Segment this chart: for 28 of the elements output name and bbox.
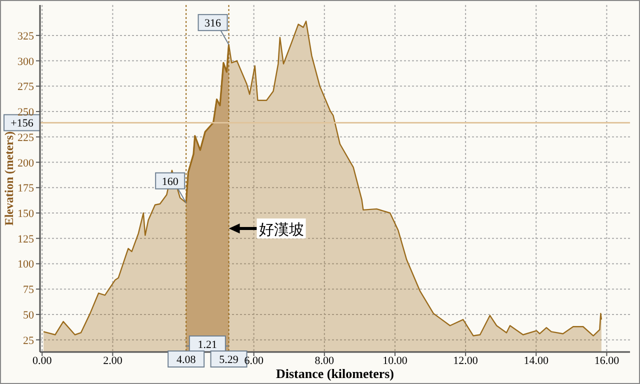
annotation: 好漢坡 bbox=[258, 220, 304, 238]
annotation: 316 bbox=[204, 18, 222, 30]
annotation: 1.21 bbox=[198, 339, 218, 351]
x-tick-label: 5.29 bbox=[219, 354, 239, 366]
x-tick-label: 14.00 bbox=[524, 355, 550, 367]
y-tick-label: 100 bbox=[18, 258, 34, 271]
y-tick-label: 50 bbox=[23, 309, 34, 322]
x-tick-label: 12.00 bbox=[453, 355, 478, 367]
y-tick-label: 200 bbox=[18, 157, 34, 170]
annotation: 160 bbox=[162, 176, 179, 188]
x-tick-label: 0.00 bbox=[32, 355, 52, 367]
y-tick-label: 150 bbox=[18, 208, 34, 220]
x-tick-label: 8.00 bbox=[314, 355, 335, 367]
text: +156 bbox=[10, 118, 34, 130]
y-tick-label: 75 bbox=[23, 284, 34, 296]
x-tick-label: 16.00 bbox=[594, 355, 620, 367]
x-tick-label: 2.00 bbox=[103, 355, 123, 367]
y-axis-title: Elevation (meters) bbox=[2, 131, 16, 226]
y-tick-label: 225 bbox=[18, 132, 34, 144]
y-tick-label: 175 bbox=[18, 182, 34, 195]
y-tick-label: 25 bbox=[23, 334, 34, 347]
y-tick-label: 325 bbox=[18, 30, 34, 42]
x-tick-label: 4.08 bbox=[176, 354, 196, 366]
y-tick-label: 275 bbox=[18, 81, 34, 94]
x-axis-title: Distance (kilometers) bbox=[276, 366, 394, 381]
y-tick-label: 300 bbox=[18, 56, 34, 68]
x-tick-label: 10.00 bbox=[382, 355, 408, 367]
y-tick-label: 125 bbox=[18, 233, 34, 246]
